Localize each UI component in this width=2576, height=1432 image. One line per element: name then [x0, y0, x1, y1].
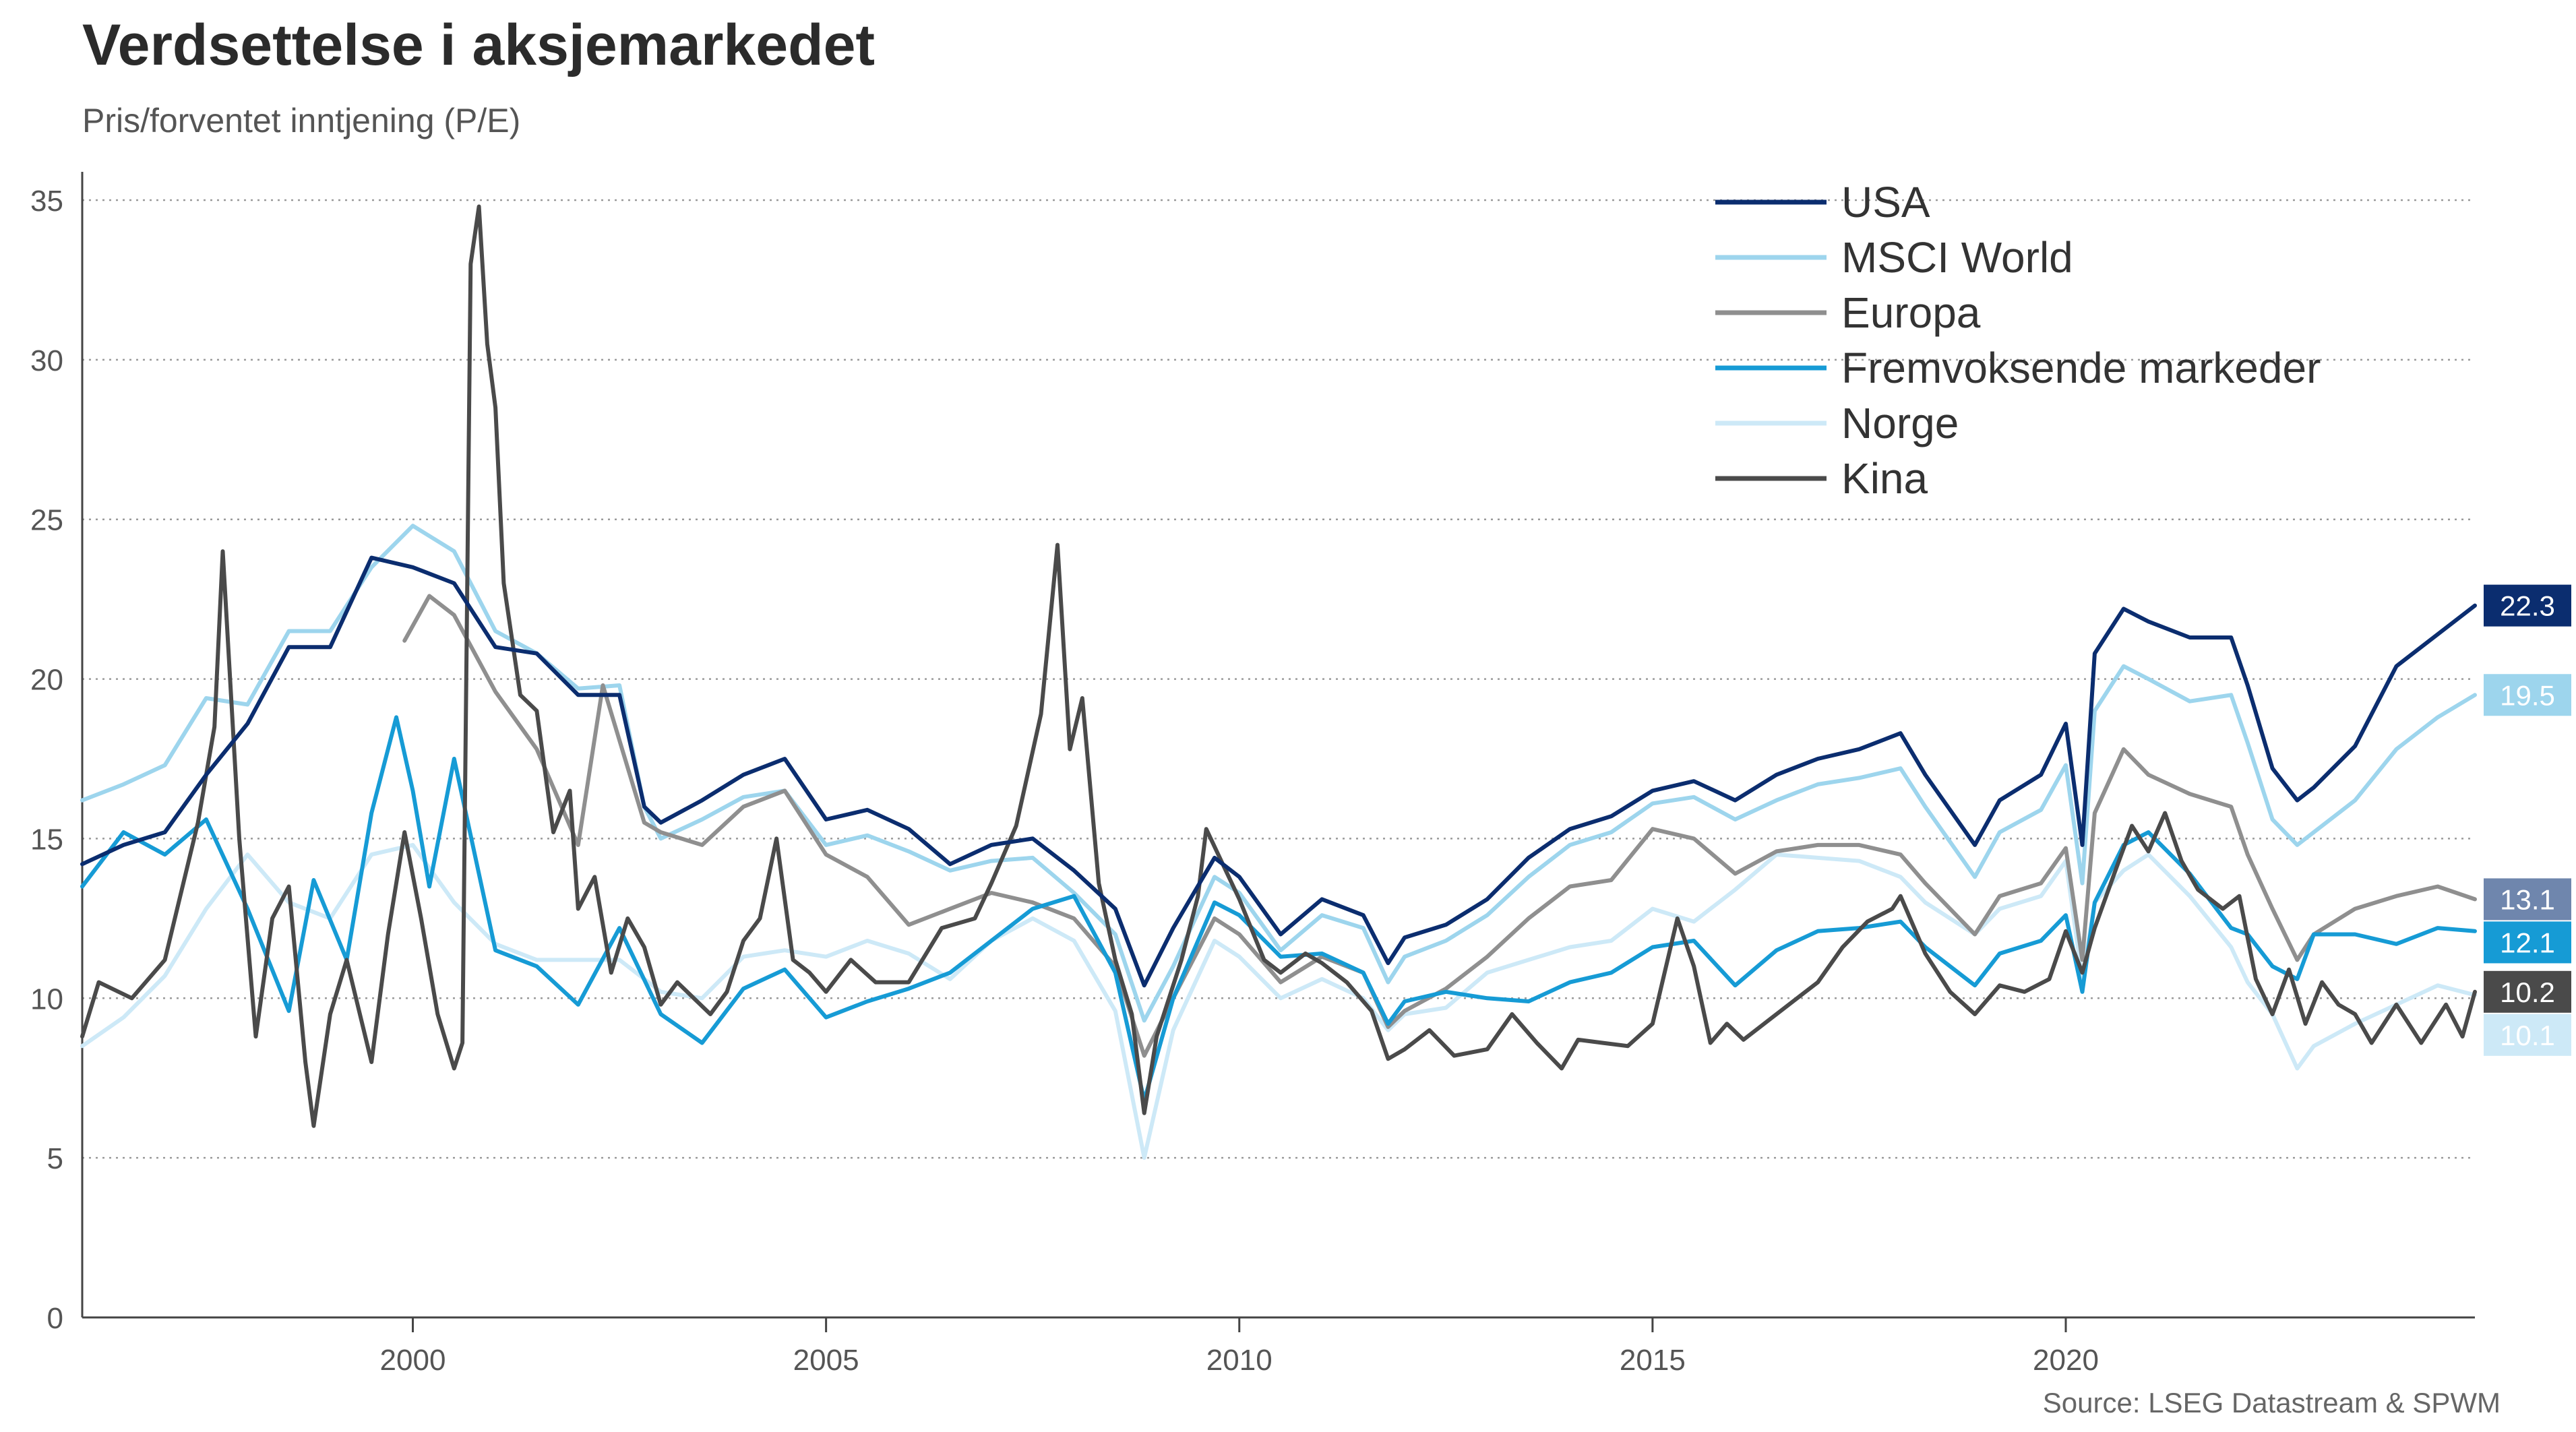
y-tick-label: 5 — [47, 1142, 63, 1175]
y-tick-label: 35 — [30, 185, 63, 218]
series-line-kina — [80, 204, 2477, 1128]
end-value-labels: 22.3 19.5 13.1 12.1 10.2 10.1 — [2484, 584, 2571, 1056]
legend-label: USA — [1841, 178, 1930, 226]
x-tick-label: 2015 — [1620, 1344, 1686, 1377]
series-line-fremvoksende-markeder — [80, 715, 2477, 1102]
series-line-europa — [402, 594, 2477, 1058]
legend-label: Kina — [1841, 454, 1928, 503]
legend-label: Fremvoksende markeder — [1841, 344, 2321, 392]
legend-label: Norge — [1841, 399, 1959, 447]
end-value-label: 10.2 — [2500, 976, 2555, 1008]
chart-subtitle: Pris/forventet inntjening (P/E) — [82, 102, 521, 139]
x-tick-label: 2005 — [793, 1344, 859, 1377]
legend: USA MSCI World Europa Fremvoksende markeder… — [1715, 178, 2321, 503]
end-value-label: 13.1 — [2500, 883, 2555, 915]
series-line-usa — [80, 555, 2477, 988]
end-value-label: 19.5 — [2500, 679, 2555, 711]
end-label-box — [2484, 970, 2571, 1013]
series-lines — [80, 204, 2477, 1160]
source-note: Source: LSEG Datastream & SPWM — [2042, 1387, 2501, 1419]
x-tick-label: 2000 — [380, 1344, 446, 1377]
axes: 0 5 10 15 20 25 30 35 2000 2005 2010 2015 2020 — [30, 172, 2475, 1377]
y-tick-label: 10 — [30, 983, 63, 1016]
end-label-box — [2484, 921, 2571, 964]
y-tick-label: 30 — [30, 344, 63, 377]
y-tick-label: 25 — [30, 504, 63, 537]
end-label-box — [2484, 1014, 2571, 1056]
end-value-label: 10.1 — [2500, 1020, 2555, 1051]
y-tick-label: 0 — [47, 1302, 63, 1335]
y-tick-label: 20 — [30, 664, 63, 697]
x-tick-label: 2010 — [1206, 1344, 1272, 1377]
end-value-label: 12.1 — [2500, 927, 2555, 958]
end-label-box — [2484, 878, 2571, 921]
x-tick-label: 2020 — [2033, 1344, 2099, 1377]
series-line-norge — [80, 842, 2477, 1160]
end-value-label: 22.3 — [2500, 590, 2555, 622]
legend-label: Europa — [1841, 288, 1981, 337]
gridlines — [82, 199, 2475, 1159]
end-label-box — [2484, 584, 2571, 627]
series-line-msci-world — [80, 524, 2477, 1023]
end-label-box — [2484, 674, 2571, 716]
chart-title: Verdsettelse i aksjemarkedet — [82, 13, 876, 77]
legend-label: MSCI World — [1841, 233, 2073, 282]
y-tick-label: 15 — [30, 823, 63, 856]
